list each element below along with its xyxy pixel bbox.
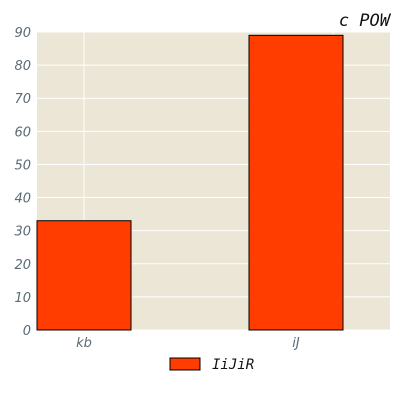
legend-label-0: IiJiR — [212, 357, 254, 373]
y-tick-label-8: 80 — [14, 59, 31, 74]
bar-kb — [36, 220, 132, 331]
legend-swatch-0 — [169, 357, 201, 371]
y-tick-label-6: 60 — [14, 125, 31, 140]
y-tick-label-2: 20 — [14, 258, 31, 273]
y-tick-label-3: 30 — [14, 225, 31, 240]
bars — [36, 34, 344, 331]
legend: IiJiR — [169, 357, 254, 373]
x-axis-ticks: kb iJ — [76, 336, 300, 351]
x-tick-label-0: kb — [76, 336, 92, 351]
y-tick-label-7: 70 — [14, 92, 31, 107]
y-tick-label-1: 10 — [14, 291, 31, 306]
x-tick-label-1: iJ — [292, 336, 300, 351]
y-axis-ticks: 0 10 20 30 40 50 60 70 80 90 — [14, 26, 31, 339]
chart-title: c POW — [339, 11, 392, 31]
bar-iJ — [248, 34, 344, 331]
y-tick-label-4: 40 — [14, 192, 31, 207]
y-tick-label-0: 0 — [23, 324, 31, 339]
y-tick-label-5: 50 — [14, 158, 31, 173]
y-tick-label-9: 90 — [14, 26, 31, 41]
